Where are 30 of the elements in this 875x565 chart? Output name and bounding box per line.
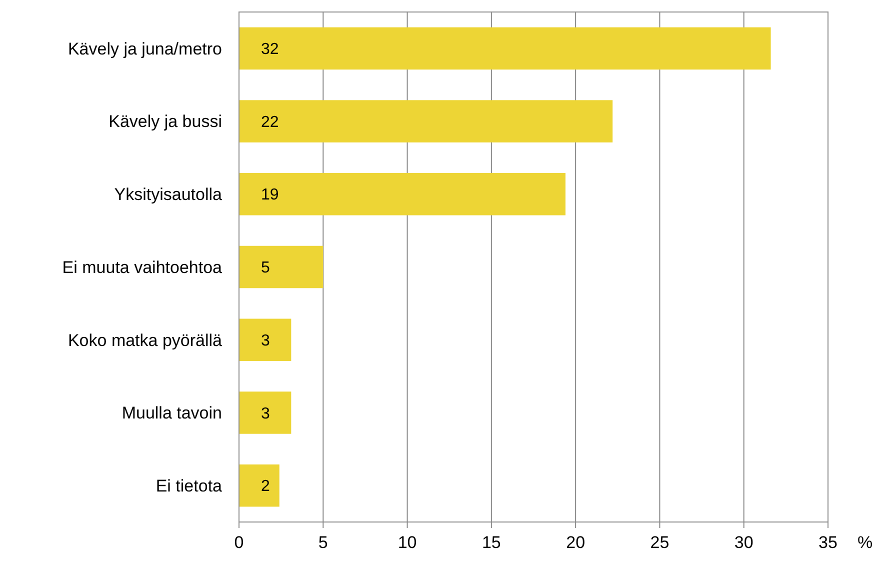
data-label: 22 (261, 114, 279, 131)
x-axis-title: % (857, 533, 873, 552)
bar (239, 100, 613, 142)
data-label: 2 (261, 478, 270, 496)
data-label: 3 (261, 405, 270, 422)
x-tick-label: 25 (650, 533, 670, 552)
x-tick-label: 20 (566, 533, 586, 552)
y-tick-label: Ei tietota (156, 476, 223, 496)
bar (239, 173, 566, 216)
data-label: 5 (261, 260, 270, 277)
y-tick-label: Kävely ja bussi (108, 112, 222, 132)
bar (239, 392, 292, 434)
y-tick-label: Yksityisautolla (114, 185, 223, 204)
x-tick-label: 0 (234, 533, 244, 552)
y-tick-label: Kävely ja juna/metro (68, 39, 222, 58)
bar (239, 464, 280, 507)
x-tick-label: 15 (482, 533, 501, 552)
y-tick-label: Ei muuta vaihtoehtoa (62, 258, 223, 277)
x-tick-label: 10 (398, 533, 417, 552)
bar (239, 246, 324, 288)
x-tick-label: 30 (734, 533, 754, 552)
bar (239, 27, 771, 70)
data-label: 19 (261, 186, 279, 204)
x-tick-label: 5 (318, 533, 328, 552)
y-tick-label: Koko matka pyörällä (68, 330, 223, 350)
y-tick-label: Muulla tavoin (122, 404, 222, 423)
data-label: 3 (261, 332, 270, 350)
data-label: 32 (261, 41, 279, 58)
x-tick-label: 35 (818, 533, 838, 552)
bar (239, 318, 292, 361)
